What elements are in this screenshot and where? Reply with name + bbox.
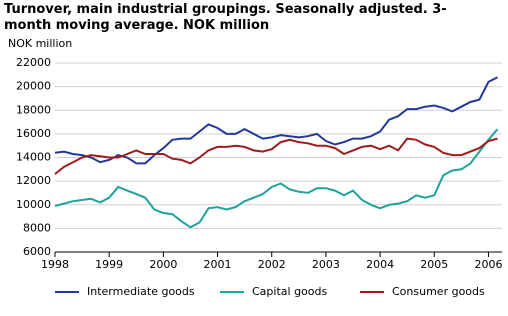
y-tick-label: 22000 — [16, 56, 51, 69]
x-tick-label: 2005 — [420, 258, 448, 271]
series-line — [54, 128, 499, 229]
x-tick-label: 2006 — [474, 258, 502, 271]
x-tick-label: 2004 — [366, 258, 394, 271]
y-tick-label: 6000 — [23, 245, 51, 258]
x-tick-label: 1999 — [95, 258, 123, 271]
y-tick-label: 16000 — [16, 127, 51, 140]
series-line — [54, 137, 498, 175]
legend-label: Consumer goods — [392, 285, 485, 298]
x-tick-label: 2000 — [149, 258, 177, 271]
x-tick-label: 2003 — [312, 258, 340, 271]
y-tick-label: 8000 — [23, 221, 51, 234]
legend-label: Capital goods — [252, 285, 327, 298]
series-line — [54, 76, 498, 165]
y-tick-label: 14000 — [16, 151, 51, 164]
x-tick-label: 1998 — [41, 258, 69, 271]
y-axis-label: NOK million — [8, 37, 72, 50]
legend-label: Intermediate goods — [87, 285, 195, 298]
y-tick-label: 20000 — [16, 80, 51, 93]
y-tick-label: 18000 — [16, 103, 51, 116]
x-tick-label: 2002 — [258, 258, 286, 271]
y-tick-label: 12000 — [16, 174, 51, 187]
chart-title: Turnover, main industrial groupings. Sea… — [4, 2, 447, 33]
y-tick-label: 10000 — [16, 198, 51, 211]
x-tick-label: 2001 — [204, 258, 232, 271]
